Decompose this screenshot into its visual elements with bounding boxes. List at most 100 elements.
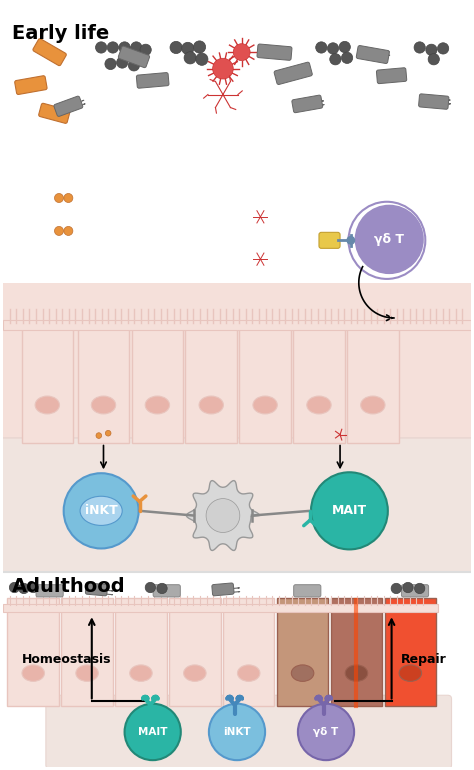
Bar	[3, 3, 471, 311]
Circle shape	[196, 53, 208, 65]
Circle shape	[55, 193, 64, 203]
Bar	[3, 320, 471, 330]
Circle shape	[55, 226, 64, 236]
Circle shape	[415, 584, 425, 594]
Circle shape	[414, 42, 425, 53]
Text: γδ T: γδ T	[374, 233, 404, 246]
Ellipse shape	[35, 396, 59, 414]
Text: MAIT: MAIT	[138, 727, 167, 737]
Bar	[384, 598, 436, 706]
Circle shape	[157, 584, 167, 594]
Circle shape	[9, 582, 19, 593]
Text: γδ T: γδ T	[313, 727, 338, 737]
Bar	[3, 604, 438, 612]
Circle shape	[347, 236, 355, 244]
Circle shape	[64, 193, 73, 203]
Bar	[3, 283, 471, 447]
Bar	[277, 598, 328, 706]
Text: Adulthood: Adulthood	[12, 577, 126, 596]
Ellipse shape	[91, 396, 116, 414]
FancyBboxPatch shape	[39, 103, 70, 123]
Circle shape	[341, 52, 353, 63]
FancyBboxPatch shape	[274, 62, 312, 85]
Circle shape	[64, 474, 138, 548]
FancyBboxPatch shape	[419, 94, 449, 109]
Circle shape	[311, 472, 388, 550]
FancyBboxPatch shape	[85, 583, 108, 596]
Text: MAIT: MAIT	[332, 504, 367, 517]
FancyBboxPatch shape	[15, 75, 47, 95]
FancyBboxPatch shape	[118, 46, 150, 68]
FancyBboxPatch shape	[137, 72, 169, 89]
Circle shape	[328, 43, 338, 54]
Circle shape	[119, 42, 130, 53]
Circle shape	[96, 42, 107, 53]
Circle shape	[428, 54, 439, 65]
Circle shape	[356, 206, 423, 273]
Circle shape	[339, 42, 350, 52]
FancyBboxPatch shape	[0, 438, 474, 572]
Circle shape	[184, 52, 196, 64]
Bar	[3, 438, 471, 570]
Circle shape	[170, 42, 182, 54]
Circle shape	[107, 42, 118, 53]
FancyBboxPatch shape	[153, 584, 180, 597]
Ellipse shape	[307, 396, 331, 414]
Bar	[115, 598, 167, 706]
FancyBboxPatch shape	[33, 38, 66, 65]
FancyBboxPatch shape	[294, 584, 321, 597]
Circle shape	[140, 44, 151, 55]
Ellipse shape	[22, 665, 45, 681]
FancyBboxPatch shape	[401, 584, 428, 597]
Circle shape	[438, 43, 449, 54]
Ellipse shape	[253, 396, 277, 414]
Bar	[185, 325, 237, 443]
Bar	[78, 325, 129, 443]
FancyBboxPatch shape	[319, 233, 340, 249]
Circle shape	[330, 54, 341, 65]
Ellipse shape	[80, 496, 122, 525]
Circle shape	[233, 44, 250, 61]
Circle shape	[298, 704, 354, 760]
Circle shape	[96, 433, 101, 438]
Circle shape	[426, 44, 437, 55]
Circle shape	[206, 499, 240, 533]
FancyBboxPatch shape	[376, 68, 407, 84]
Ellipse shape	[292, 665, 314, 681]
Bar	[169, 598, 220, 706]
Circle shape	[391, 584, 401, 594]
Circle shape	[182, 42, 194, 55]
Ellipse shape	[130, 665, 152, 681]
Ellipse shape	[76, 665, 98, 681]
FancyBboxPatch shape	[36, 584, 63, 597]
Bar	[223, 598, 274, 706]
FancyBboxPatch shape	[356, 45, 390, 63]
Bar	[331, 598, 382, 706]
Circle shape	[209, 704, 265, 760]
Circle shape	[64, 226, 73, 236]
Bar	[132, 325, 183, 443]
Circle shape	[145, 582, 155, 593]
Bar	[293, 325, 345, 443]
Circle shape	[128, 60, 139, 71]
Text: Repair: Repair	[401, 652, 447, 665]
Circle shape	[348, 202, 425, 279]
Bar	[61, 598, 113, 706]
Bar	[3, 574, 471, 767]
FancyBboxPatch shape	[292, 95, 323, 112]
Circle shape	[125, 704, 181, 760]
Circle shape	[18, 584, 29, 594]
Text: Early life: Early life	[12, 24, 109, 43]
FancyBboxPatch shape	[257, 44, 292, 60]
Circle shape	[105, 430, 111, 436]
Ellipse shape	[399, 665, 421, 681]
Ellipse shape	[345, 665, 368, 681]
Text: iNKT: iNKT	[223, 727, 251, 737]
Bar	[347, 325, 399, 443]
Circle shape	[131, 42, 142, 53]
Polygon shape	[186, 480, 259, 551]
Bar	[21, 325, 73, 443]
Circle shape	[117, 57, 128, 69]
Text: Homeostasis: Homeostasis	[21, 652, 111, 665]
Circle shape	[105, 59, 116, 69]
